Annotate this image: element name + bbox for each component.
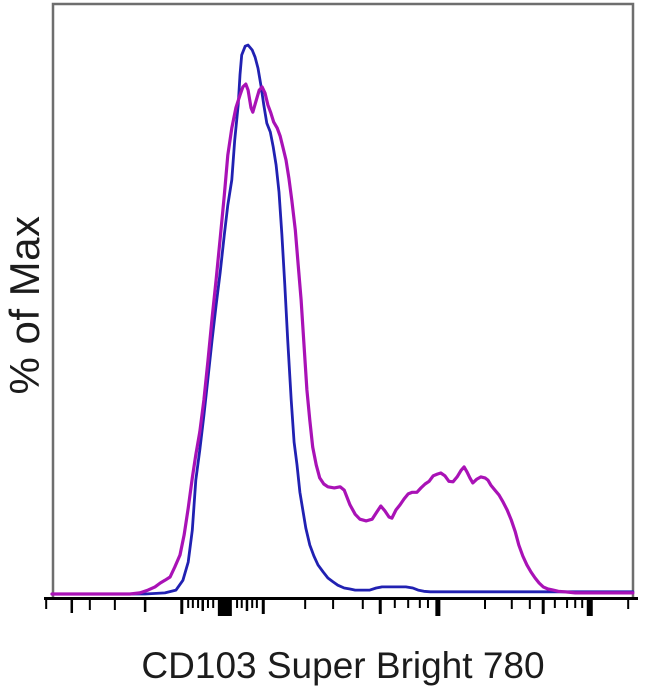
x-axis-line	[44, 597, 638, 600]
x-axis-tick	[574, 600, 577, 608]
x-axis-tick	[245, 600, 249, 611]
x-axis-tick	[180, 600, 184, 614]
x-axis-tick	[240, 600, 243, 608]
blue-histogram-curve	[50, 43, 635, 596]
x-axis-tick	[418, 600, 421, 608]
x-axis-tick	[113, 600, 116, 610]
x-axis-tick	[143, 600, 147, 612]
x-axis-tick	[581, 600, 584, 608]
x-axis-tick	[332, 600, 335, 609]
x-axis-tick	[510, 600, 513, 609]
x-axis-tick	[236, 600, 239, 608]
x-axis-tick	[212, 600, 215, 608]
magenta-histogram-curve	[50, 82, 635, 596]
x-axis-tick	[426, 600, 429, 608]
x-axis-tick	[541, 600, 545, 614]
x-axis-tick	[586, 600, 593, 616]
x-axis-tick	[627, 600, 630, 609]
x-axis-tick	[191, 600, 194, 608]
x-axis-tick	[217, 600, 232, 616]
x-axis-tick	[361, 600, 364, 609]
x-axis-label: CD103 Super Bright 780	[141, 645, 545, 686]
x-axis-tick	[553, 600, 556, 608]
x-axis-tick	[187, 600, 190, 608]
x-axis-tick	[45, 600, 48, 609]
x-axis-tick	[566, 600, 569, 608]
x-axis-tick	[251, 600, 254, 608]
x-axis-tick	[407, 600, 410, 608]
x-axis-tick	[378, 600, 382, 614]
x-axis-tick	[70, 600, 74, 613]
x-axis-tick	[261, 600, 265, 614]
x-axis-tick	[435, 600, 441, 616]
x-axis-tick	[393, 600, 396, 608]
plot-frame	[51, 2, 635, 597]
x-axis-tick	[88, 600, 91, 610]
y-axis-label: % of Max	[1, 215, 48, 395]
x-axis-tick	[201, 600, 204, 611]
x-axis-tick	[304, 600, 307, 609]
x-axis-tick	[255, 600, 258, 608]
x-axis-tick	[197, 600, 200, 608]
x-axis-tick	[528, 600, 531, 609]
x-axis-tick	[484, 600, 487, 609]
x-axis-tick	[206, 600, 209, 608]
